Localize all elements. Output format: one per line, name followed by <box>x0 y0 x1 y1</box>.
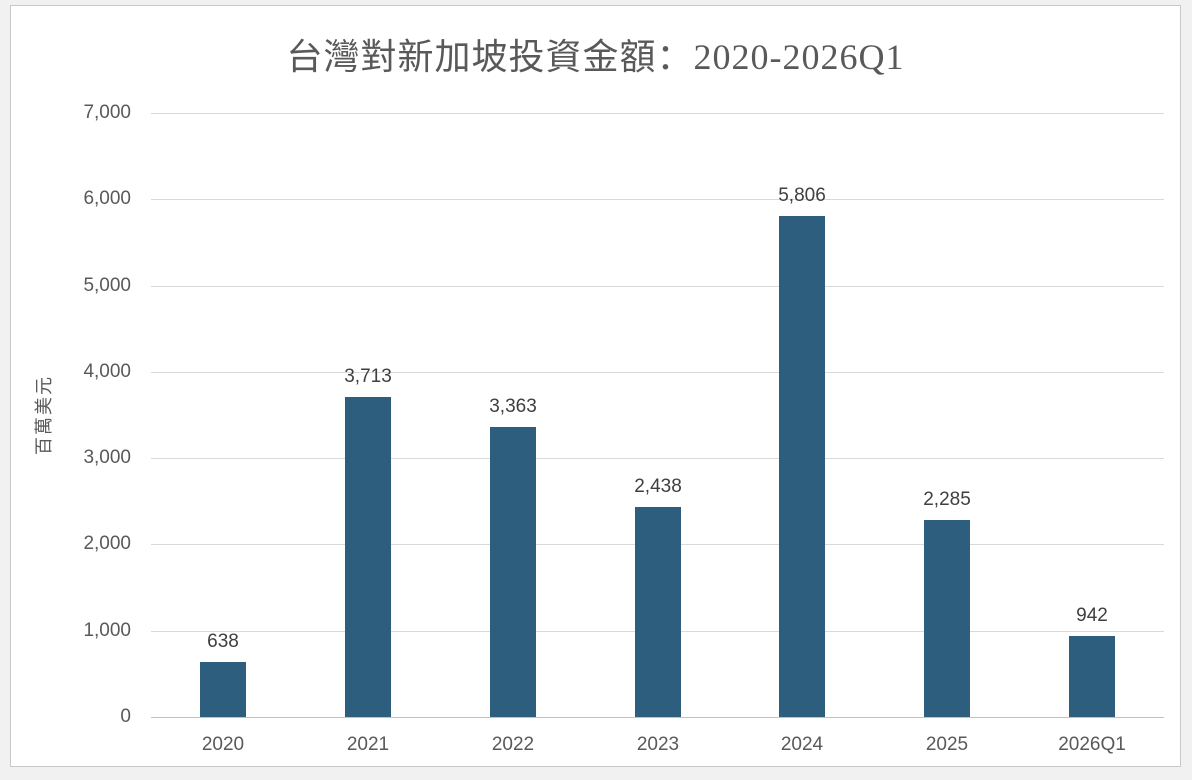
x-tick-label-2024: 2024 <box>780 734 824 755</box>
y-axis-title: 百萬美元 <box>34 375 54 455</box>
gridline <box>151 113 1164 114</box>
y-tick-label: 2,000 <box>83 533 131 554</box>
gridline <box>151 286 1164 287</box>
y-tick-label: 4,000 <box>83 361 131 382</box>
data-label-2023: 2,438 <box>634 476 682 497</box>
x-axis-line <box>151 717 1164 718</box>
data-label-2021: 3,713 <box>344 366 392 387</box>
y-tick-label: 3,000 <box>83 447 131 468</box>
data-label-2024: 5,806 <box>778 185 826 206</box>
bar-2023 <box>635 507 681 717</box>
bar-2020 <box>200 662 246 717</box>
x-tick-label-2021: 2021 <box>346 734 390 755</box>
bar-2025 <box>924 520 970 717</box>
x-tick-label-2022: 2022 <box>491 734 535 755</box>
y-tick-label: 1,000 <box>83 620 131 641</box>
y-tick-label: 0 <box>120 706 131 727</box>
data-label-2022: 3,363 <box>489 396 537 417</box>
data-label-2025: 2,285 <box>923 489 971 510</box>
x-tick-label-2020: 2020 <box>201 734 245 755</box>
bar-2024 <box>779 216 825 717</box>
data-label-2026Q1: 942 <box>1076 605 1108 626</box>
gridline <box>151 458 1164 459</box>
bar-2022 <box>490 427 536 717</box>
y-tick-label: 6,000 <box>83 188 131 209</box>
gridline <box>151 199 1164 200</box>
gridline <box>151 372 1164 373</box>
data-label-2020: 638 <box>207 631 239 652</box>
y-tick-label: 5,000 <box>83 275 131 296</box>
chart-title: 台灣對新加坡投資金額：2020-2026Q1 <box>286 37 905 77</box>
x-tick-label-2026Q1: 2026Q1 <box>1058 734 1126 755</box>
y-tick-label: 7,000 <box>83 102 131 123</box>
chart-container: 台灣對新加坡投資金額：2020-2026Q1 百萬美元 0 1,000 2,000 3… <box>10 5 1181 767</box>
bar-2021 <box>345 397 391 717</box>
x-tick-label-2025: 2025 <box>925 734 969 755</box>
x-tick-label-2023: 2023 <box>636 734 680 755</box>
bar-2026Q1 <box>1069 636 1115 717</box>
